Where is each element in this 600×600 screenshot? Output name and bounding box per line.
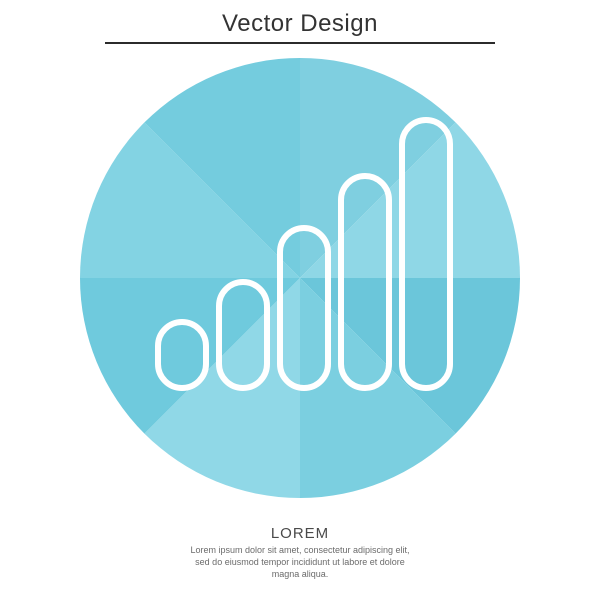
page-title: Vector Design — [0, 10, 600, 38]
footer-line: sed do eiusmod tempor incididunt ut labo… — [120, 556, 480, 568]
circle-graphic — [80, 58, 520, 498]
footer-body: Lorem ipsum dolor sit amet, consectetur … — [120, 544, 480, 580]
footer: LOREM Lorem ipsum dolor sit amet, consec… — [0, 525, 600, 580]
page: Vector Design LOREM Lorem ipsum dolor si… — [0, 0, 600, 600]
footer-line: magna aliqua. — [120, 568, 480, 580]
title-underline — [105, 42, 495, 44]
footer-title: LOREM — [0, 525, 600, 542]
circle-svg — [80, 58, 520, 498]
header: Vector Design — [0, 0, 600, 44]
footer-line: Lorem ipsum dolor sit amet, consectetur … — [120, 544, 480, 556]
